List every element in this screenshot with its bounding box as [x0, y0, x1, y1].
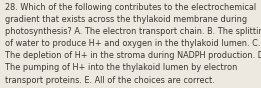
Text: 28. Which of the following contributes to the electrochemical
gradient that exis: 28. Which of the following contributes t… [5, 3, 261, 85]
